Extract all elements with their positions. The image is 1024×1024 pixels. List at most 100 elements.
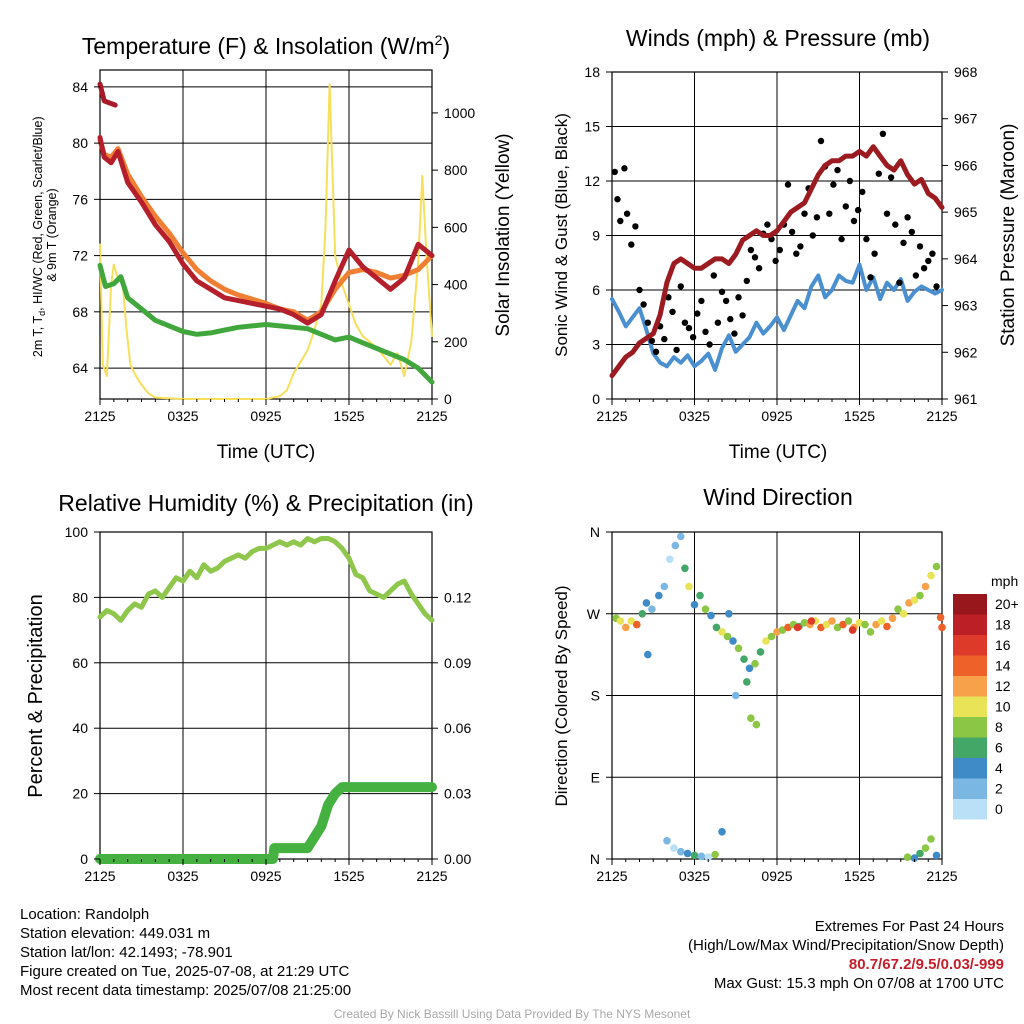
direction-point bbox=[671, 541, 680, 550]
direction-point bbox=[910, 854, 919, 862]
gust-point bbox=[623, 210, 631, 217]
gust-point bbox=[621, 165, 628, 172]
gust-point bbox=[854, 206, 862, 214]
extremes-title: Extremes For Past 24 Hours bbox=[814, 918, 1004, 935]
direction-point bbox=[660, 582, 669, 591]
direction-point bbox=[696, 591, 704, 600]
direction-point bbox=[927, 835, 935, 843]
gust-point bbox=[896, 279, 903, 286]
location-text: Location: Randolph bbox=[20, 906, 150, 923]
x-tick-label: 2125 bbox=[416, 408, 447, 424]
humidity-line bbox=[97, 536, 435, 623]
direction-point bbox=[690, 851, 699, 860]
y2-tick-label: 0.00 bbox=[444, 851, 471, 867]
direction-point bbox=[642, 599, 651, 607]
gust-point bbox=[879, 130, 887, 137]
gust-point bbox=[788, 228, 796, 236]
gust-point bbox=[614, 196, 621, 203]
gust-point bbox=[681, 319, 689, 326]
precipitation-line bbox=[95, 782, 437, 864]
direction-point bbox=[718, 628, 726, 636]
gust-point bbox=[900, 239, 907, 246]
direction-point bbox=[729, 637, 737, 645]
gust-point bbox=[652, 348, 660, 355]
y2-tick-label: 962 bbox=[954, 344, 978, 360]
elevation-text: Station elevation: 449.031 m bbox=[20, 925, 211, 942]
temperature-xlabel: Time (UTC) bbox=[217, 442, 316, 463]
direction-point bbox=[747, 714, 755, 722]
direction-point bbox=[670, 844, 678, 852]
humidity-title: Relative Humidity (%) & Precipitation (i… bbox=[58, 490, 473, 516]
gust-point bbox=[920, 265, 928, 272]
direction-point bbox=[927, 571, 935, 580]
x-tick-label: 2125 bbox=[84, 868, 115, 884]
direction-point bbox=[866, 628, 875, 636]
y-tick-label: E bbox=[591, 769, 600, 785]
gust-point bbox=[871, 250, 878, 257]
created-text: Figure created on Tue, 2025-07-08, at 21… bbox=[20, 963, 350, 980]
gust-point bbox=[731, 330, 738, 337]
wind-direction-title: Wind Direction bbox=[703, 484, 853, 510]
gust-point bbox=[751, 254, 759, 261]
direction-point bbox=[725, 610, 733, 618]
gust-point bbox=[689, 334, 697, 341]
gust-point bbox=[617, 217, 624, 225]
legend-swatch bbox=[953, 594, 987, 615]
y2-tick-label: 964 bbox=[954, 251, 978, 267]
gust-point bbox=[838, 235, 845, 243]
gust-point bbox=[644, 319, 651, 326]
direction-point bbox=[638, 610, 647, 618]
y-tick-label: N bbox=[590, 851, 600, 867]
legend-label: 14 bbox=[995, 658, 1011, 674]
direction-point bbox=[701, 605, 710, 613]
legend-swatch bbox=[953, 635, 987, 656]
y2-tick-label: 961 bbox=[954, 391, 978, 407]
y-tick-label: 84 bbox=[72, 79, 88, 95]
x-tick-label: 2125 bbox=[926, 868, 957, 884]
y2-tick-label: 1000 bbox=[444, 105, 475, 121]
y-tick-label: N bbox=[590, 524, 600, 540]
direction-point bbox=[723, 632, 732, 641]
x-tick-label: 0325 bbox=[167, 868, 198, 884]
direction-point bbox=[743, 678, 751, 686]
direction-point bbox=[848, 626, 857, 634]
x-tick-label: 0925 bbox=[761, 408, 792, 424]
direction-point bbox=[872, 620, 880, 629]
x-tick-label: 2125 bbox=[84, 408, 115, 424]
direction-point bbox=[861, 620, 869, 629]
gust-point bbox=[628, 241, 635, 248]
x-tick-label: 1525 bbox=[844, 408, 875, 424]
gust-point bbox=[797, 243, 804, 250]
gust-point bbox=[892, 221, 899, 228]
max-gust-text: Max Gust: 15.3 mph On 07/08 at 1700 UTC bbox=[713, 975, 1004, 992]
direction-point bbox=[712, 623, 721, 632]
x-tick-label: 0925 bbox=[250, 408, 281, 424]
direction-point bbox=[683, 849, 692, 858]
y-tick-label: 20 bbox=[72, 786, 88, 802]
direction-point bbox=[666, 555, 674, 564]
winds-ylabel-left: Sonic Wind & Gust (Blue, Black) bbox=[552, 113, 571, 357]
gust-point bbox=[694, 310, 701, 317]
gust-point bbox=[636, 286, 643, 294]
y-tick-label: 9 bbox=[592, 228, 600, 244]
direction-point bbox=[685, 582, 693, 591]
gust-point bbox=[735, 294, 742, 301]
gust-point bbox=[883, 210, 891, 217]
gust-point bbox=[747, 246, 755, 254]
humidity-ylabel: Percent & Precipitation bbox=[25, 594, 47, 797]
x-tick-label: 1525 bbox=[844, 868, 875, 884]
direction-point bbox=[740, 655, 748, 663]
gust-point bbox=[933, 283, 940, 290]
direction-point bbox=[938, 623, 946, 632]
winds-xlabel: Time (UTC) bbox=[729, 442, 828, 463]
speed-color-legend: mph 20+ 18 16 14 12 10 8 6 4 2 0 bbox=[953, 573, 1019, 820]
y-tick-label: W bbox=[587, 606, 601, 622]
x-tick-label: 2125 bbox=[926, 408, 957, 424]
temperature-2m-line bbox=[97, 135, 435, 326]
temperature-grid bbox=[100, 70, 432, 399]
x-tick-label: 0925 bbox=[250, 868, 281, 884]
legend-label: 2 bbox=[995, 781, 1003, 797]
gust-point bbox=[706, 341, 713, 348]
direction-point bbox=[704, 853, 713, 861]
